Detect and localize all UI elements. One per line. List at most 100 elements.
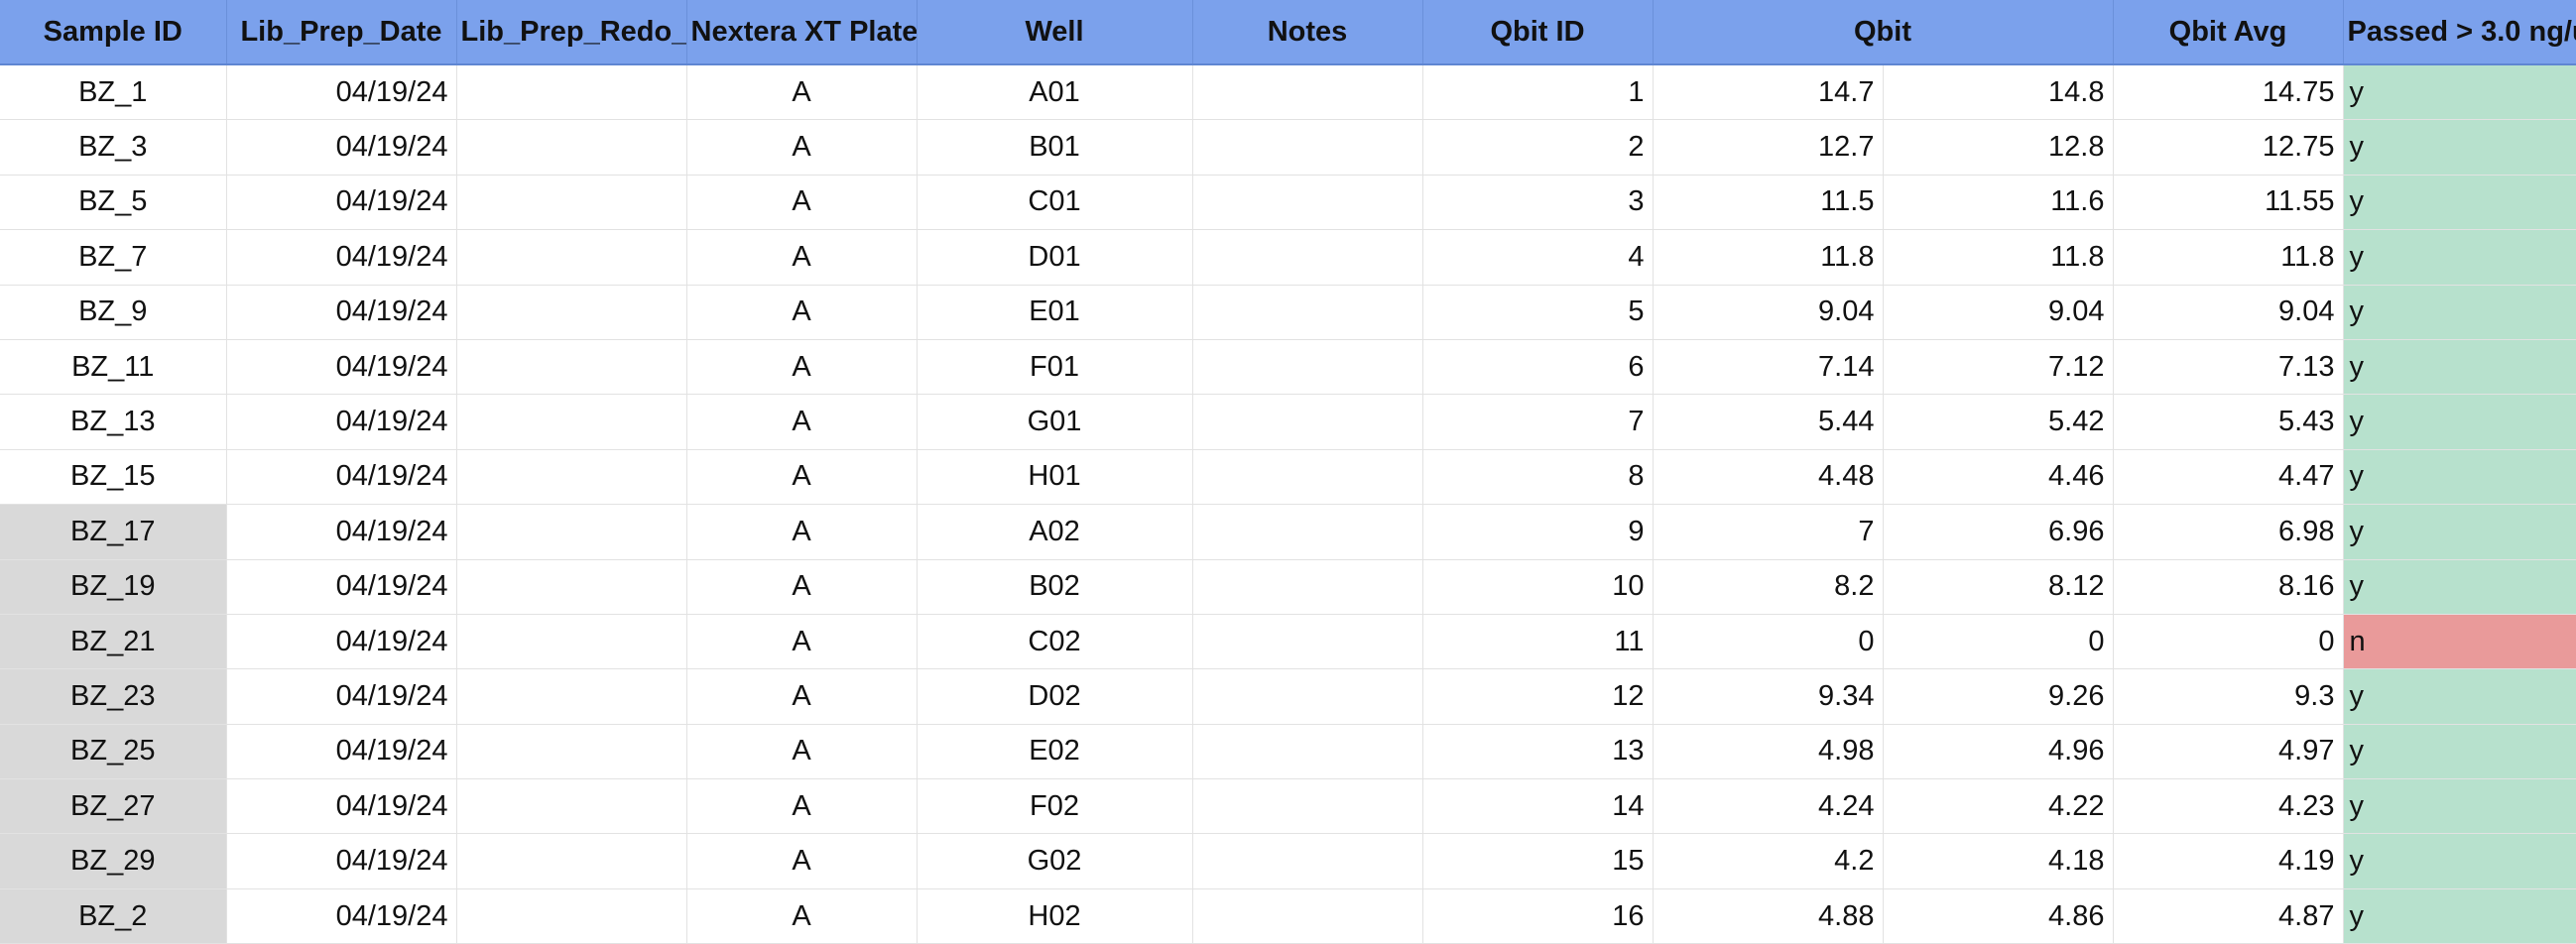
cell-qbit-1[interactable]: 8.2 [1653,559,1884,615]
cell-well[interactable]: H01 [917,449,1193,506]
cell-lib-prep-redo-date[interactable] [456,888,687,944]
cell-qbit-1[interactable]: 4.2 [1653,833,1884,889]
cell-passed[interactable]: y [2343,559,2576,615]
cell-sample-id[interactable]: BZ_21 [0,614,227,670]
cell-sample-id[interactable]: BZ_15 [0,449,227,506]
cell-well[interactable]: E02 [917,724,1193,780]
cell-qbit-avg[interactable]: 11.8 [2113,229,2344,286]
cell-notes[interactable] [1192,724,1423,780]
cell-qbit-avg[interactable]: 4.23 [2113,778,2344,835]
cell-notes[interactable] [1192,778,1423,835]
cell-well[interactable]: D02 [917,668,1193,725]
header-qbit-id[interactable]: Qbit ID [1422,0,1654,65]
header-notes[interactable]: Notes [1192,0,1423,65]
cell-qbit-1[interactable]: 14.7 [1653,64,1884,121]
cell-passed[interactable]: y [2343,64,2576,121]
cell-lib-prep-redo-date[interactable] [456,175,687,231]
cell-well[interactable]: F01 [917,339,1193,396]
cell-qbit-id[interactable]: 15 [1422,833,1654,889]
cell-qbit-2[interactable]: 7.12 [1883,339,2114,396]
cell-qbit-1[interactable]: 0 [1653,614,1884,670]
cell-passed[interactable]: y [2343,833,2576,889]
cell-qbit-avg[interactable]: 8.16 [2113,559,2344,615]
cell-sample-id[interactable]: BZ_1 [0,64,227,121]
cell-plate[interactable]: A [686,833,918,889]
cell-sample-id[interactable]: BZ_19 [0,559,227,615]
cell-notes[interactable] [1192,833,1423,889]
header-sample-id[interactable]: Sample ID [0,0,227,65]
cell-lib-prep-redo-date[interactable] [456,504,687,560]
cell-lib-prep-date[interactable]: 04/19/24 [226,175,457,231]
cell-qbit-id[interactable]: 16 [1422,888,1654,944]
cell-well[interactable]: C02 [917,614,1193,670]
cell-qbit-2[interactable]: 4.46 [1883,449,2114,506]
cell-lib-prep-redo-date[interactable] [456,394,687,450]
cell-lib-prep-date[interactable]: 04/19/24 [226,229,457,286]
cell-qbit-1[interactable]: 11.5 [1653,175,1884,231]
cell-notes[interactable] [1192,504,1423,560]
cell-passed[interactable]: y [2343,504,2576,560]
cell-qbit-1[interactable]: 4.48 [1653,449,1884,506]
cell-sample-id[interactable]: BZ_9 [0,285,227,340]
cell-qbit-avg[interactable]: 4.87 [2113,888,2344,944]
cell-qbit-2[interactable]: 9.04 [1883,285,2114,340]
cell-notes[interactable] [1192,394,1423,450]
cell-notes[interactable] [1192,64,1423,121]
cell-plate[interactable]: A [686,229,918,286]
cell-lib-prep-redo-date[interactable] [456,668,687,725]
cell-notes[interactable] [1192,285,1423,340]
cell-lib-prep-date[interactable]: 04/19/24 [226,394,457,450]
header-well[interactable]: Well [917,0,1193,65]
cell-qbit-id[interactable]: 4 [1422,229,1654,286]
cell-well[interactable]: G01 [917,394,1193,450]
cell-qbit-id[interactable]: 10 [1422,559,1654,615]
cell-lib-prep-redo-date[interactable] [456,339,687,396]
cell-sample-id[interactable]: BZ_5 [0,175,227,231]
cell-well[interactable]: A02 [917,504,1193,560]
cell-notes[interactable] [1192,614,1423,670]
cell-well[interactable]: G02 [917,833,1193,889]
cell-notes[interactable] [1192,175,1423,231]
cell-qbit-id[interactable]: 12 [1422,668,1654,725]
cell-lib-prep-date[interactable]: 04/19/24 [226,449,457,506]
cell-qbit-avg[interactable]: 4.19 [2113,833,2344,889]
header-passed[interactable]: Passed > 3.0 ng/ul [2343,0,2576,65]
cell-passed[interactable]: n [2343,614,2576,670]
cell-sample-id[interactable]: BZ_7 [0,229,227,286]
cell-notes[interactable] [1192,339,1423,396]
cell-qbit-id[interactable]: 14 [1422,778,1654,835]
cell-qbit-id[interactable]: 5 [1422,285,1654,340]
cell-passed[interactable]: y [2343,888,2576,944]
cell-lib-prep-date[interactable]: 04/19/24 [226,668,457,725]
cell-qbit-2[interactable]: 12.8 [1883,119,2114,176]
cell-qbit-id[interactable]: 8 [1422,449,1654,506]
cell-plate[interactable]: A [686,449,918,506]
cell-qbit-2[interactable]: 11.8 [1883,229,2114,286]
cell-qbit-id[interactable]: 1 [1422,64,1654,121]
cell-lib-prep-redo-date[interactable] [456,559,687,615]
cell-plate[interactable]: A [686,668,918,725]
cell-sample-id[interactable]: BZ_17 [0,504,227,560]
cell-plate[interactable]: A [686,778,918,835]
cell-qbit-avg[interactable]: 9.3 [2113,668,2344,725]
cell-plate[interactable]: A [686,724,918,780]
cell-qbit-avg[interactable]: 4.47 [2113,449,2344,506]
cell-lib-prep-date[interactable]: 04/19/24 [226,339,457,396]
cell-qbit-1[interactable]: 4.88 [1653,888,1884,944]
cell-notes[interactable] [1192,229,1423,286]
cell-plate[interactable]: A [686,888,918,944]
header-lib-prep-date[interactable]: Lib_Prep_Date [226,0,457,65]
cell-lib-prep-redo-date[interactable] [456,833,687,889]
cell-qbit-2[interactable]: 9.26 [1883,668,2114,725]
cell-qbit-2[interactable]: 4.18 [1883,833,2114,889]
cell-qbit-1[interactable]: 11.8 [1653,229,1884,286]
cell-lib-prep-redo-date[interactable] [456,285,687,340]
cell-well[interactable]: C01 [917,175,1193,231]
cell-notes[interactable] [1192,668,1423,725]
cell-lib-prep-date[interactable]: 04/19/24 [226,64,457,121]
cell-plate[interactable]: A [686,504,918,560]
cell-lib-prep-redo-date[interactable] [456,229,687,286]
cell-passed[interactable]: y [2343,229,2576,286]
cell-passed[interactable]: y [2343,778,2576,835]
cell-sample-id[interactable]: BZ_29 [0,833,227,889]
